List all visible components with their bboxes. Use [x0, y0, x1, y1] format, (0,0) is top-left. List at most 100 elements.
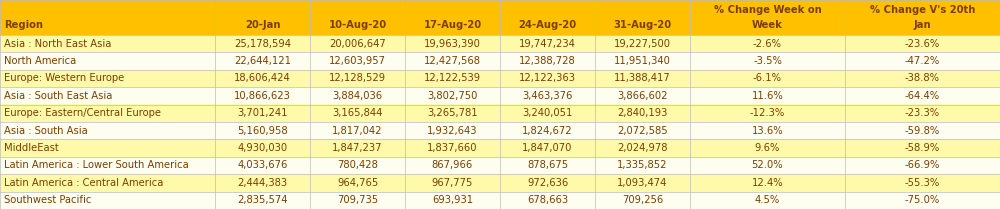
Text: 19,963,390: 19,963,390 — [424, 38, 481, 48]
Text: Jan: Jan — [914, 20, 931, 30]
Text: 20-Jan: 20-Jan — [245, 20, 280, 30]
Text: 10-Aug-20: 10-Aug-20 — [328, 20, 387, 30]
Text: 964,765: 964,765 — [337, 178, 378, 188]
Text: 867,966: 867,966 — [432, 161, 473, 171]
Bar — [0, 35, 1000, 52]
Text: Asia : South East Asia: Asia : South East Asia — [4, 91, 112, 101]
Text: -75.0%: -75.0% — [905, 195, 940, 205]
Text: -3.5%: -3.5% — [753, 56, 782, 66]
Text: 2,840,193: 2,840,193 — [617, 108, 668, 118]
Text: 25,178,594: 25,178,594 — [234, 38, 291, 48]
Text: 13.6%: 13.6% — [752, 126, 783, 136]
Text: 12.4%: 12.4% — [752, 178, 783, 188]
Text: 12,122,363: 12,122,363 — [519, 73, 576, 83]
Text: Europe: Eastern/Central Europe: Europe: Eastern/Central Europe — [4, 108, 161, 118]
Text: 12,122,539: 12,122,539 — [424, 73, 481, 83]
Bar — [0, 52, 1000, 70]
Text: Asia : North East Asia: Asia : North East Asia — [4, 38, 111, 48]
Text: 1,837,660: 1,837,660 — [427, 143, 478, 153]
Text: 22,644,121: 22,644,121 — [234, 56, 291, 66]
Text: 17-Aug-20: 17-Aug-20 — [423, 20, 482, 30]
Text: Southwest Pacific: Southwest Pacific — [4, 195, 91, 205]
Text: 19,747,234: 19,747,234 — [519, 38, 576, 48]
Text: 3,165,844: 3,165,844 — [332, 108, 383, 118]
Text: 18,606,424: 18,606,424 — [234, 73, 291, 83]
Text: 2,072,585: 2,072,585 — [617, 126, 668, 136]
Text: -59.8%: -59.8% — [905, 126, 940, 136]
Text: -6.1%: -6.1% — [753, 73, 782, 83]
Text: -66.9%: -66.9% — [905, 161, 940, 171]
Text: 780,428: 780,428 — [337, 161, 378, 171]
Text: 1,847,070: 1,847,070 — [522, 143, 573, 153]
Text: 678,663: 678,663 — [527, 195, 568, 205]
Text: 4,033,676: 4,033,676 — [237, 161, 288, 171]
Text: Week: Week — [752, 20, 783, 30]
Text: 1,335,852: 1,335,852 — [617, 161, 668, 171]
Text: 709,256: 709,256 — [622, 195, 663, 205]
Text: 3,802,750: 3,802,750 — [427, 91, 478, 101]
Text: 20,006,647: 20,006,647 — [329, 38, 386, 48]
Text: % Change Week on: % Change Week on — [714, 5, 821, 15]
Text: 12,388,728: 12,388,728 — [519, 56, 576, 66]
Text: -55.3%: -55.3% — [905, 178, 940, 188]
Bar — [0, 139, 1000, 157]
Text: North America: North America — [4, 56, 76, 66]
Text: Europe: Western Europe: Europe: Western Europe — [4, 73, 124, 83]
Text: 3,866,602: 3,866,602 — [617, 91, 668, 101]
Text: -38.8%: -38.8% — [905, 73, 940, 83]
Text: Region: Region — [4, 20, 43, 30]
Bar — [0, 104, 1000, 122]
Text: 967,775: 967,775 — [432, 178, 473, 188]
Text: 9.6%: 9.6% — [755, 143, 780, 153]
Text: -12.3%: -12.3% — [750, 108, 785, 118]
Text: 693,931: 693,931 — [432, 195, 473, 205]
Text: 24-Aug-20: 24-Aug-20 — [518, 20, 577, 30]
Text: 3,884,036: 3,884,036 — [332, 91, 383, 101]
Text: 2,024,978: 2,024,978 — [617, 143, 668, 153]
Text: Asia : South Asia: Asia : South Asia — [4, 126, 88, 136]
Text: -64.4%: -64.4% — [905, 91, 940, 101]
Bar — [0, 192, 1000, 209]
Text: 878,675: 878,675 — [527, 161, 568, 171]
Text: MiddleEast: MiddleEast — [4, 143, 59, 153]
Text: 3,463,376: 3,463,376 — [522, 91, 573, 101]
Text: 52.0%: 52.0% — [752, 161, 783, 171]
Bar — [0, 70, 1000, 87]
Text: 5,160,958: 5,160,958 — [237, 126, 288, 136]
Text: 1,824,672: 1,824,672 — [522, 126, 573, 136]
Text: -23.3%: -23.3% — [905, 108, 940, 118]
Text: -2.6%: -2.6% — [753, 38, 782, 48]
Text: -23.6%: -23.6% — [905, 38, 940, 48]
Text: 709,735: 709,735 — [337, 195, 378, 205]
Text: 1,093,474: 1,093,474 — [617, 178, 668, 188]
Text: 2,444,383: 2,444,383 — [237, 178, 288, 188]
Text: 12,128,529: 12,128,529 — [329, 73, 386, 83]
Text: -47.2%: -47.2% — [905, 56, 940, 66]
Text: 1,817,042: 1,817,042 — [332, 126, 383, 136]
Text: 11.6%: 11.6% — [752, 91, 783, 101]
Text: % Change V's 20th: % Change V's 20th — [870, 5, 975, 15]
Text: 19,227,500: 19,227,500 — [614, 38, 671, 48]
Text: 10,866,623: 10,866,623 — [234, 91, 291, 101]
Text: 3,265,781: 3,265,781 — [427, 108, 478, 118]
Text: 4,930,030: 4,930,030 — [237, 143, 288, 153]
Bar — [0, 87, 1000, 104]
Text: 3,240,051: 3,240,051 — [522, 108, 573, 118]
Bar — [0, 174, 1000, 192]
Bar — [0, 122, 1000, 139]
Text: 12,603,957: 12,603,957 — [329, 56, 386, 66]
Text: -58.9%: -58.9% — [905, 143, 940, 153]
Bar — [0, 157, 1000, 174]
Text: 1,932,643: 1,932,643 — [427, 126, 478, 136]
Text: 1,847,237: 1,847,237 — [332, 143, 383, 153]
Text: 11,388,417: 11,388,417 — [614, 73, 671, 83]
Bar — [0, 0, 1000, 35]
Text: 3,701,241: 3,701,241 — [237, 108, 288, 118]
Text: 972,636: 972,636 — [527, 178, 568, 188]
Text: Latin America : Central America: Latin America : Central America — [4, 178, 163, 188]
Text: 12,427,568: 12,427,568 — [424, 56, 481, 66]
Text: 31-Aug-20: 31-Aug-20 — [613, 20, 672, 30]
Text: Latin America : Lower South America: Latin America : Lower South America — [4, 161, 189, 171]
Text: 11,951,340: 11,951,340 — [614, 56, 671, 66]
Text: 2,835,574: 2,835,574 — [237, 195, 288, 205]
